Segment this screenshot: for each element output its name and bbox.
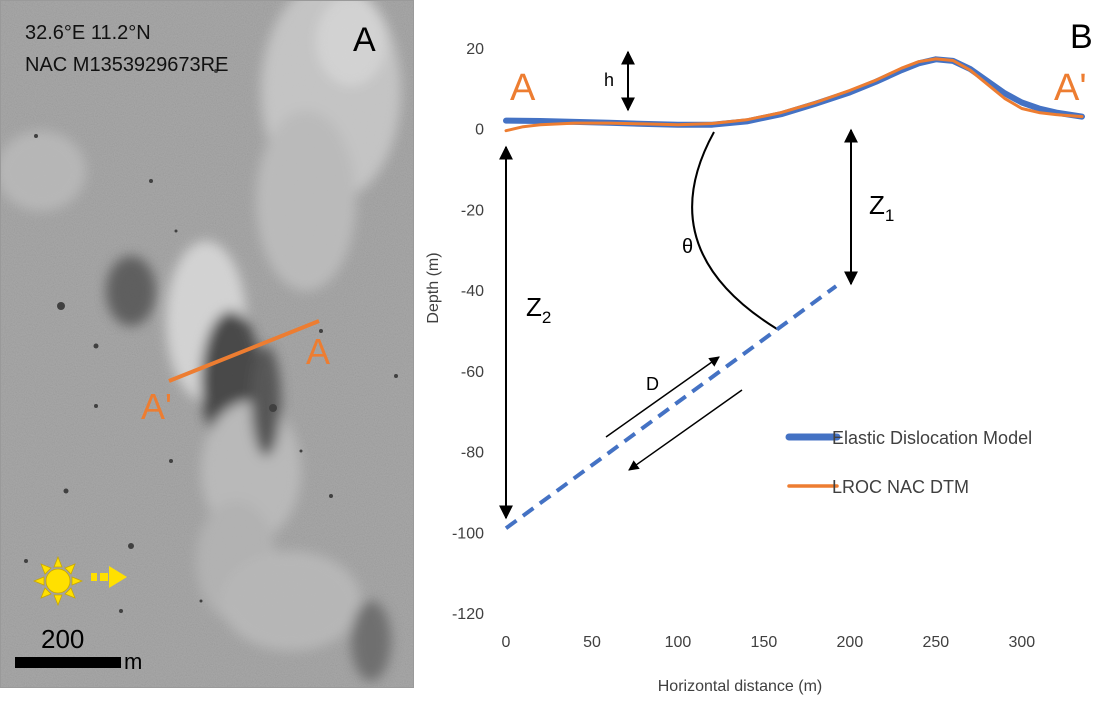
profile-end-label: A' — [141, 386, 172, 427]
z1-label: Z1 — [869, 190, 894, 225]
chart-legend: Elastic Dislocation Model LROC NAC DTM — [785, 428, 1032, 497]
image-id-label: NAC M1353929673RE — [25, 54, 228, 76]
y-tick--120: -120 — [452, 606, 484, 623]
chart-profile-start-label: A — [510, 67, 536, 109]
plot-series — [503, 56, 1085, 530]
y-tick-0: 0 — [475, 122, 484, 139]
craters — [24, 69, 398, 613]
terrain-shading — [1, 1, 401, 681]
scale-value: 200 — [41, 624, 84, 654]
profile-chart: 0 50 100 150 200 250 300 200-20-40-60-80-100-1… — [425, 18, 1093, 695]
d-label: D — [646, 374, 659, 394]
panel-a-image: 32.6°E 11.2°N NAC M1353929673RE A A A' — [0, 0, 414, 688]
x-tick-labels: 0 50 100 150 200 250 300 — [502, 634, 1036, 651]
chart-profile-end-label: A' — [1054, 67, 1087, 109]
y-tick--40: -40 — [461, 283, 484, 300]
x-tick-250: 250 — [922, 634, 949, 651]
z2-label: Z2 — [526, 292, 551, 327]
fault-line — [504, 284, 838, 530]
legend-item-model: Elastic Dislocation Model — [832, 428, 1032, 448]
theta-arc — [691, 131, 778, 330]
y-tick--60: -60 — [461, 364, 484, 381]
arrow-right-icon — [91, 566, 127, 588]
x-tick-100: 100 — [665, 634, 692, 651]
slip-arrow-up — [605, 356, 720, 438]
panel-a-letter: A — [353, 21, 376, 59]
y-tick--100: -100 — [452, 525, 484, 542]
y-tick--80: -80 — [461, 445, 484, 462]
scale-unit: m — [124, 649, 142, 674]
slip-arrow-down — [628, 389, 743, 471]
coords-label: 32.6°E 11.2°N — [25, 22, 151, 44]
annotations: h Z1 Z2 θ D — [499, 50, 894, 520]
x-tick-50: 50 — [583, 634, 601, 651]
y-axis-label: Depth (m) — [425, 252, 442, 323]
lunar-image-map: 32.6°E 11.2°N NAC M1353929673RE A A A' — [1, 1, 413, 687]
h-label: h — [604, 70, 614, 90]
x-tick-300: 300 — [1008, 634, 1035, 651]
y-tick--20: -20 — [461, 202, 484, 219]
theta-label: θ — [682, 236, 693, 258]
series-lroc-nac-dtm — [504, 57, 1084, 133]
scale-bar — [15, 657, 121, 668]
profile-line — [168, 319, 320, 383]
y-tick-labels: 20 0 -20 -40 -60 -80 -100 -120 — [452, 41, 484, 623]
x-tick-200: 200 — [837, 634, 864, 651]
x-axis-label: Horizontal distance (m) — [658, 678, 823, 695]
profile-start-label: A — [306, 331, 330, 372]
panel-b-letter: B — [1070, 18, 1093, 56]
panel-b-chart: 0 50 100 150 200 250 300 20 0 -20 -40 -60 -80 -100 -1… — [424, 0, 1107, 700]
sun-icon — [32, 555, 84, 607]
x-tick-0: 0 — [502, 634, 511, 651]
legend-item-dtm: LROC NAC DTM — [832, 477, 969, 497]
y-tick-20: 20 — [466, 41, 484, 58]
x-tick-150: 150 — [751, 634, 778, 651]
